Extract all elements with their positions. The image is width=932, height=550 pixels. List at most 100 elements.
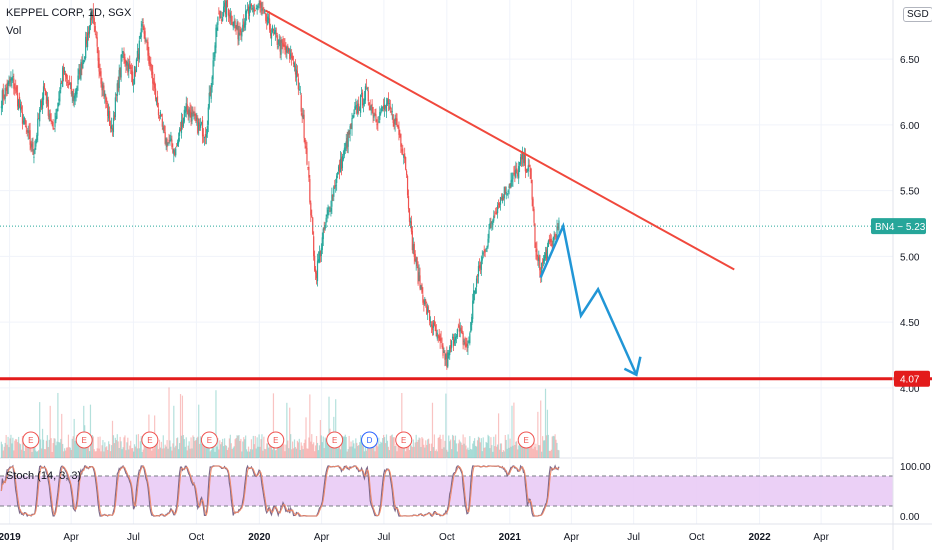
candle-body (162, 127, 164, 130)
volume-bar (384, 443, 387, 458)
volume-bar (310, 441, 312, 458)
stoch-label[interactable]: Stoch (14, 3, 3) (6, 470, 82, 482)
volume-bar (184, 446, 186, 458)
volume-bar (542, 436, 544, 458)
volume-bar (135, 434, 138, 458)
volume-bar (34, 438, 36, 458)
volume-bar (304, 439, 306, 458)
volume-bar (427, 439, 429, 458)
volume-bar (190, 437, 192, 458)
candle-body (494, 215, 496, 217)
candle-body (475, 278, 478, 288)
volume-bar (207, 442, 209, 458)
candle-body (387, 98, 390, 105)
candle-body (34, 147, 36, 154)
volume-bar (19, 444, 22, 458)
volume-bar (177, 437, 179, 458)
time-axis[interactable]: 2019 Apr Jul Oct 2020 Apr Jul Oct 2021 Apr Jul Oct 2… (0, 523, 932, 543)
candle-body (488, 230, 490, 239)
volume-bar (488, 436, 490, 458)
stoch-tick-upper: 100.00 (900, 462, 931, 473)
candle-body (167, 142, 169, 146)
candle-body (212, 60, 214, 80)
price-tick-label: 5.00 (900, 252, 920, 263)
volume-bar (457, 443, 459, 458)
volume-bar (157, 449, 160, 458)
candle-body (467, 344, 469, 349)
volume-bar (394, 445, 396, 458)
candle-body (541, 262, 543, 277)
volume-bar (65, 447, 68, 458)
volume-bar (17, 442, 19, 458)
price-axis[interactable]: 6.50 6.00 5.50 5.00 4.50 4.00 100.00 0.00 BN4 − … (871, 0, 931, 550)
candle-body (218, 13, 220, 15)
candle-body (161, 118, 163, 127)
candle-body (166, 139, 168, 148)
candle-body (106, 102, 108, 104)
candle-body (88, 25, 91, 34)
candle-body (479, 265, 481, 269)
volume-bar (490, 437, 492, 458)
candle-body (40, 100, 42, 109)
volume-bar (446, 449, 448, 458)
volume-bar (474, 438, 476, 458)
candle-body (257, 6, 259, 8)
volume-bar (339, 449, 342, 458)
candle-body (145, 39, 147, 41)
candle-body (539, 255, 541, 271)
volume-bar (535, 443, 537, 458)
volume-bar (393, 437, 395, 458)
candle-body (68, 82, 70, 85)
time-tick-label: 2020 (248, 532, 271, 543)
candle-body (173, 149, 175, 155)
volume-bar (486, 442, 488, 458)
currency-badge[interactable]: SGD (903, 7, 932, 22)
candle-body (432, 322, 435, 328)
volume-bar (432, 447, 435, 458)
candle-body (300, 95, 302, 112)
candle-body (31, 143, 33, 147)
candle-body (382, 106, 384, 108)
price-candles (0, 0, 560, 370)
volume-bar (371, 442, 373, 458)
volume-bar (509, 438, 511, 458)
candle-body (493, 215, 495, 221)
candle-body (176, 146, 178, 148)
symbol-title[interactable]: KEPPEL CORP, 1D, SGX (6, 7, 132, 19)
volume-bar (191, 448, 193, 458)
volume-bar (129, 445, 131, 458)
candle-body (402, 148, 404, 156)
volume-bar (21, 435, 24, 458)
volume-bar (195, 439, 197, 458)
candle-body (403, 154, 405, 158)
candle-body (185, 103, 187, 112)
volume-bar (311, 434, 313, 458)
volume-bar (117, 441, 119, 458)
volume-bar (398, 446, 400, 458)
drawings-layer[interactable] (0, 9, 932, 381)
volume-bar (179, 394, 182, 458)
volume-bar (63, 451, 65, 458)
volume-bar (472, 443, 474, 458)
candle-body (386, 99, 389, 105)
volume-bar (180, 435, 183, 458)
candle-body (59, 89, 61, 102)
stoch-panel (0, 464, 893, 518)
time-tick-label: Oct (439, 532, 455, 543)
candle-body (229, 12, 231, 19)
candle-body (131, 70, 133, 75)
candle-body (255, 8, 257, 10)
candle-body (84, 56, 86, 60)
candle-body (89, 18, 92, 27)
candle-body (179, 128, 182, 132)
candle-body (87, 31, 90, 36)
volume-bar (110, 445, 113, 458)
candle-body (264, 10, 266, 13)
candle-body (417, 266, 419, 284)
candle-body (293, 63, 296, 68)
candle-body (196, 117, 198, 120)
volume-bar (54, 438, 56, 458)
time-tick-label: Apr (564, 532, 580, 543)
